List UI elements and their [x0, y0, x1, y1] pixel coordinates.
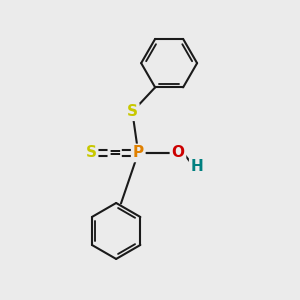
Text: P: P [133, 146, 144, 160]
Text: S: S [127, 104, 138, 119]
Text: S: S [85, 146, 97, 160]
Text: H: H [191, 159, 203, 174]
Text: O: O [172, 146, 184, 160]
Text: =: = [108, 146, 121, 160]
